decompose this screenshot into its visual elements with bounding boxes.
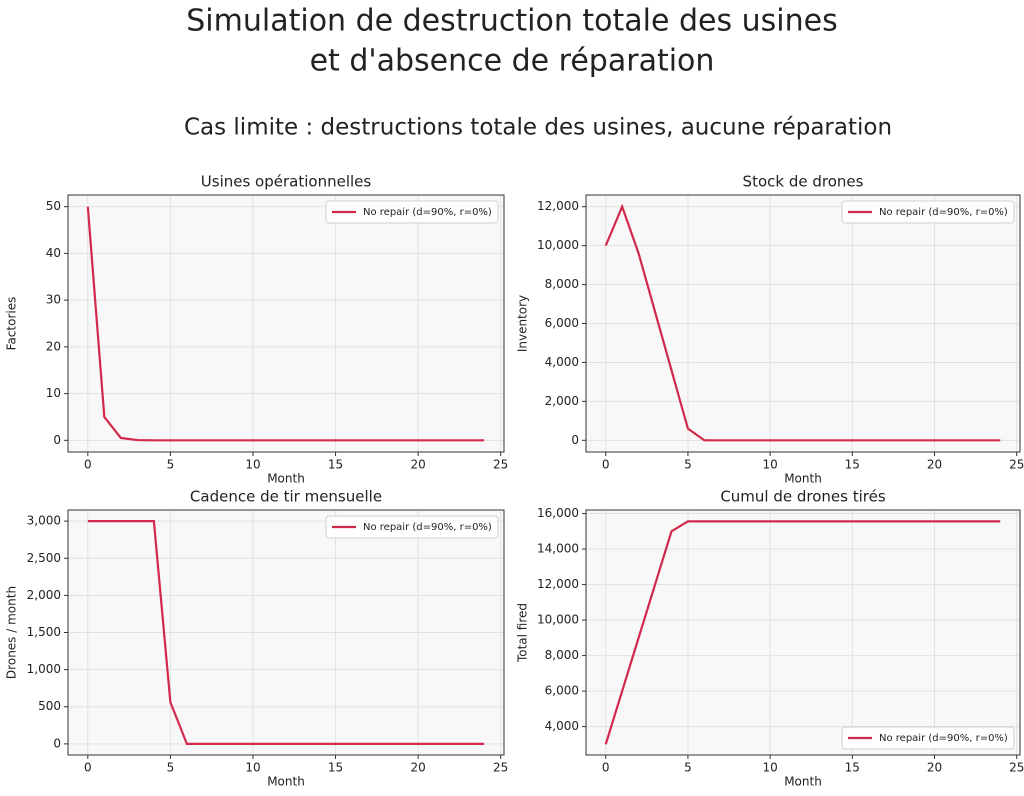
subplot: Cadence de tir mensuelle 0 5 10 15 20 25 0 500 1,… [5,488,509,789]
y-tick-label: 8,000 [545,648,579,662]
x-tick-label: 20 [410,458,425,472]
subplot: Usines opérationnelles 0 5 10 15 20 25 0 10 20 30 4… [5,173,509,486]
y-tick-label: 4,000 [545,719,579,733]
y-tick-label: 2,000 [545,394,579,408]
y-tick-label: 8,000 [545,277,579,291]
figure-subtitle: Cas limite : destructions totale des usi… [184,115,892,141]
plot-frame [67,194,505,453]
x-axis-label: Month [784,775,822,789]
y-tick-label: 0 [571,433,579,447]
y-tick-label: 1,000 [27,662,61,676]
legend-box [325,515,499,539]
y-tick-label: 2,500 [27,551,61,565]
x-tick-label: 0 [84,761,92,775]
x-tick-label: 20 [410,761,425,775]
plot-frame [67,509,505,756]
y-tick-label: 12,000 [537,577,579,591]
data-line [604,203,1001,442]
y-tick-label: 0 [53,433,61,447]
x-tick-label: 15 [328,761,343,775]
y-tick-label: 12,000 [537,199,579,213]
figure-title: Simulation de destruction totale des usi… [186,4,837,39]
legend-label: No repair (d=90%, r=0%) [879,207,1008,218]
y-tick-label: 1,500 [27,625,61,639]
data-line [86,206,485,442]
x-tick-label: 20 [927,761,942,775]
x-tick-label: 5 [684,761,692,775]
y-tick-label: 30 [46,293,61,307]
y-tick-label: 4,000 [545,355,579,369]
y-tick-label: 10 [46,386,61,400]
y-tick-label: 0 [53,736,61,750]
x-tick-label: 0 [602,761,610,775]
y-tick-label: 40 [46,246,61,260]
x-tick-label: 25 [1009,761,1024,775]
y-tick-label: 6,000 [545,316,579,330]
subplot-title: Usines opérationnelles [201,173,372,191]
legend-box [325,200,499,224]
x-tick-label: 25 [493,458,508,472]
y-tick-label: 6,000 [545,684,579,698]
legend-label: No repair (d=90%, r=0%) [363,522,492,533]
y-axis-label: Factories [5,297,19,351]
y-axis-label: Drones / month [5,586,19,679]
subplot: Cumul de drones tirés 0 5 10 15 20 25 4,000 6,00… [516,488,1024,789]
x-tick-label: 10 [245,458,260,472]
legend-box [841,200,1015,224]
x-tick-label: 10 [762,458,777,472]
plot-area [586,510,1020,755]
x-tick-label: 15 [328,458,343,472]
x-tick-label: 5 [684,458,692,472]
subplot-title: Stock de drones [743,173,864,191]
subplot-title: Cadence de tir mensuelle [190,488,382,506]
x-tick-label: 5 [167,761,175,775]
x-tick-label: 25 [1009,458,1024,472]
x-tick-label: 0 [84,458,92,472]
y-tick-label: 50 [46,199,61,213]
y-axis-label: Total fired [516,603,530,663]
y-tick-label: 20 [46,339,61,353]
y-tick-label: 16,000 [537,506,579,520]
y-tick-label: 14,000 [537,542,579,556]
y-tick-label: 500 [38,699,61,713]
data-line [87,520,485,745]
x-tick-label: 10 [762,761,777,775]
x-tick-label: 15 [845,458,860,472]
x-tick-label: 0 [602,458,610,472]
legend-box [841,726,1015,750]
x-tick-label: 10 [245,761,260,775]
x-tick-label: 25 [493,761,508,775]
data-line [604,520,1001,745]
y-tick-label: 10,000 [537,238,579,252]
x-tick-label: 20 [927,458,942,472]
y-tick-label: 3,000 [27,514,61,528]
plot-area [68,195,504,452]
figure-title: et d'absence de réparation [310,44,715,79]
subplot-title: Cumul de drones tirés [720,488,886,506]
x-axis-label: Month [784,472,822,486]
legend-label: No repair (d=90%, r=0%) [363,207,492,218]
plot-frame [585,194,1021,453]
x-tick-label: 5 [167,458,175,472]
x-axis-label: Month [267,472,305,486]
y-tick-label: 2,000 [27,588,61,602]
legend-label: No repair (d=90%, r=0%) [879,733,1008,744]
x-tick-label: 15 [845,761,860,775]
y-tick-label: 10,000 [537,613,579,627]
x-axis-label: Month [267,775,305,789]
subplot: Stock de drones 0 5 10 15 20 25 0 2,000 4,000 6,00… [516,173,1024,486]
y-axis-label: Inventory [516,295,530,352]
plot-frame [585,509,1021,756]
